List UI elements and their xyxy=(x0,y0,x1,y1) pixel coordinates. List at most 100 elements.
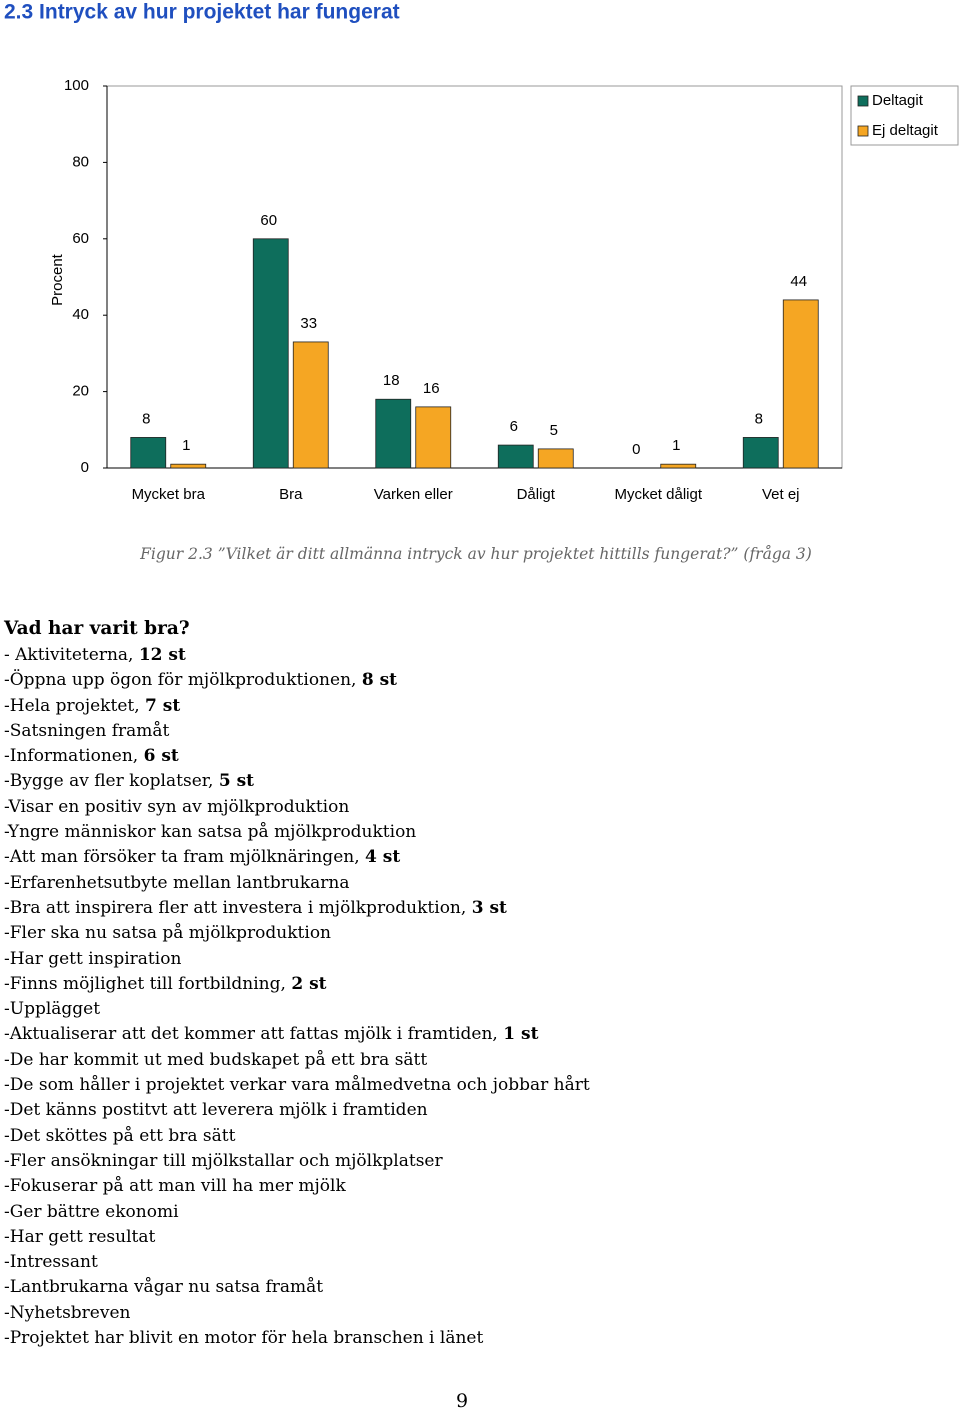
item-count: 2 st xyxy=(291,973,327,994)
value-label: 16 xyxy=(423,380,440,397)
x-tick-label: Bra xyxy=(279,486,303,503)
value-label: 60 xyxy=(260,212,277,229)
list-item: -Aktualiserar att det kommer att fattas … xyxy=(4,1022,590,1047)
chart: 2.3 Intryck av hur projektet har fungera… xyxy=(4,1,959,503)
item-count: 1 st xyxy=(503,1024,539,1045)
list-item: - Aktiviteterna, 12 st xyxy=(4,643,590,668)
x-tick-label: Vet ej xyxy=(762,486,800,503)
item-text: -Informationen, xyxy=(4,746,139,767)
bar xyxy=(660,463,697,469)
list-item: -Erfarenhetsutbyte mellan lantbrukarna xyxy=(4,871,590,896)
item-text: -Finns möjlighet till fortbildning, xyxy=(4,973,286,994)
y-tick-label: 80 xyxy=(72,153,89,170)
y-tick-label: 40 xyxy=(72,306,89,323)
bar xyxy=(497,444,534,469)
value-label: 8 xyxy=(755,410,763,427)
y-tick-label: 60 xyxy=(72,230,89,247)
list-item: -Visar en positiv syn av mjölkproduktion xyxy=(4,795,590,820)
item-text: -Erfarenhetsutbyte mellan lantbrukarna xyxy=(4,872,350,893)
list-item: -Fler ska nu satsa på mjölkproduktion xyxy=(4,921,590,946)
item-text: -Det sköttes på ett bra sätt xyxy=(4,1125,236,1146)
list-item: -De som håller i projektet verkar vara m… xyxy=(4,1073,590,1098)
list-item: -Fler ansökningar till mjölkstallar och … xyxy=(4,1149,590,1174)
y-tick-label: 0 xyxy=(81,459,89,476)
item-text: - Aktiviteterna, xyxy=(4,645,134,665)
value-label: 5 xyxy=(550,422,558,439)
page-number: 9 xyxy=(455,1390,469,1412)
list-item: -Intressant xyxy=(4,1250,590,1275)
list-item: -Bygge av fler koplatser, 5 st xyxy=(4,769,590,794)
list-item: -Har gett resultat xyxy=(4,1225,590,1250)
figure-caption: Figur 2.3 ”Vilket är ditt allmänna intry… xyxy=(140,545,812,563)
bar xyxy=(130,437,167,469)
list-item: -Finns möjlighet till fortbildning, 2 st xyxy=(4,972,590,997)
item-count: 8 st xyxy=(361,670,397,691)
plot-frame xyxy=(106,85,843,469)
item-text: -Intressant xyxy=(4,1252,98,1273)
item-text: -Bra att inspirera fler att investera i … xyxy=(4,897,467,918)
list-item: -Det sköttes på ett bra sätt xyxy=(4,1124,590,1149)
list-item: -Satsningen framåt xyxy=(4,719,590,744)
item-text: -Visar en positiv syn av mjölkproduktion xyxy=(4,796,350,817)
list-item: -Lantbrukarna vågar nu satsa framåt xyxy=(4,1275,590,1300)
list-item: -Yngre människor kan satsa på mjölkprodu… xyxy=(4,820,590,845)
legend-label: Deltagit xyxy=(872,92,924,109)
value-label: 1 xyxy=(672,437,680,454)
item-count: 12 st xyxy=(138,645,186,665)
legend-swatch xyxy=(857,125,869,137)
bar xyxy=(537,448,574,469)
item-text: -Fler ansökningar till mjölkstallar och … xyxy=(4,1150,443,1171)
list-item: -Nyhetsbreven xyxy=(4,1301,590,1326)
item-count: 6 st xyxy=(143,746,179,767)
item-count: 3 st xyxy=(471,897,507,918)
item-text: -De som håller i projektet verkar vara m… xyxy=(4,1075,590,1096)
item-count: 7 st xyxy=(145,695,181,716)
item-text: -Att man försöker ta fram mjölknäringen, xyxy=(4,847,360,868)
legend-swatch xyxy=(857,95,869,107)
item-text: -Har gett inspiration xyxy=(4,948,182,969)
item-text: -Upplägget xyxy=(4,999,101,1020)
value-label: 6 xyxy=(510,418,518,435)
item-text: -Aktualiserar att det kommer att fattas … xyxy=(4,1024,498,1045)
item-text: -Fler ska nu satsa på mjölkproduktion xyxy=(4,923,332,944)
bar xyxy=(415,406,452,469)
bar xyxy=(292,341,329,469)
y-axis-label: Procent xyxy=(49,253,66,306)
y-tick-label: 20 xyxy=(72,383,89,400)
list-item: -Det känns postitvt att leverera mjölk i… xyxy=(4,1098,590,1123)
x-tick-label: Dåligt xyxy=(517,486,556,503)
item-text: -Yngre människor kan satsa på mjölkprodu… xyxy=(4,822,417,843)
item-text: -Har gett resultat xyxy=(4,1226,156,1247)
value-label: 33 xyxy=(300,315,317,332)
item-text: -Fokuserar på att man vill ha mer mjölk xyxy=(4,1176,346,1197)
list-item: -Hela projektet, 7 st xyxy=(4,694,590,719)
item-text: -Nyhetsbreven xyxy=(4,1302,131,1323)
item-text: -Hela projektet, xyxy=(4,695,140,716)
item-text: -Projektet har blivit en motor för hela … xyxy=(4,1328,484,1349)
legend-box xyxy=(850,85,959,146)
legend-label: Ej deltagit xyxy=(872,122,939,139)
item-text: -Ger bättre ekonomi xyxy=(4,1201,179,1222)
list-item: -Upplägget xyxy=(4,997,590,1022)
value-label: 18 xyxy=(383,372,400,389)
y-tick-label: 100 xyxy=(64,77,89,94)
item-text: -Det känns postitvt att leverera mjölk i… xyxy=(4,1100,428,1121)
item-text: -Öppna upp ögon för mjölkproduktionen, xyxy=(4,670,357,691)
item-count: 5 st xyxy=(218,771,254,792)
list-item: -Ger bättre ekonomi xyxy=(4,1200,590,1225)
section-title: Vad har varit bra? xyxy=(4,618,190,639)
item-count: 4 st xyxy=(365,847,401,868)
list-item: -Fokuserar på att man vill ha mer mjölk xyxy=(4,1174,590,1199)
list-item: -Att man försöker ta fram mjölknäringen,… xyxy=(4,845,590,870)
list-item: -Öppna upp ögon för mjölkproduktionen, 8… xyxy=(4,668,590,693)
value-label: 8 xyxy=(142,410,150,427)
list-item: -Projektet har blivit en motor för hela … xyxy=(4,1326,590,1351)
bar xyxy=(742,437,779,469)
item-list: - Aktiviteterna, 12 st -Öppna upp ögon fö… xyxy=(4,643,590,1351)
item-text: -De har kommit ut med budskapet på ett b… xyxy=(4,1049,428,1070)
value-label: 1 xyxy=(182,437,190,454)
item-text: -Lantbrukarna vågar nu satsa framåt xyxy=(4,1277,324,1298)
list-item: -Har gett inspiration xyxy=(4,947,590,972)
bar xyxy=(170,463,207,469)
